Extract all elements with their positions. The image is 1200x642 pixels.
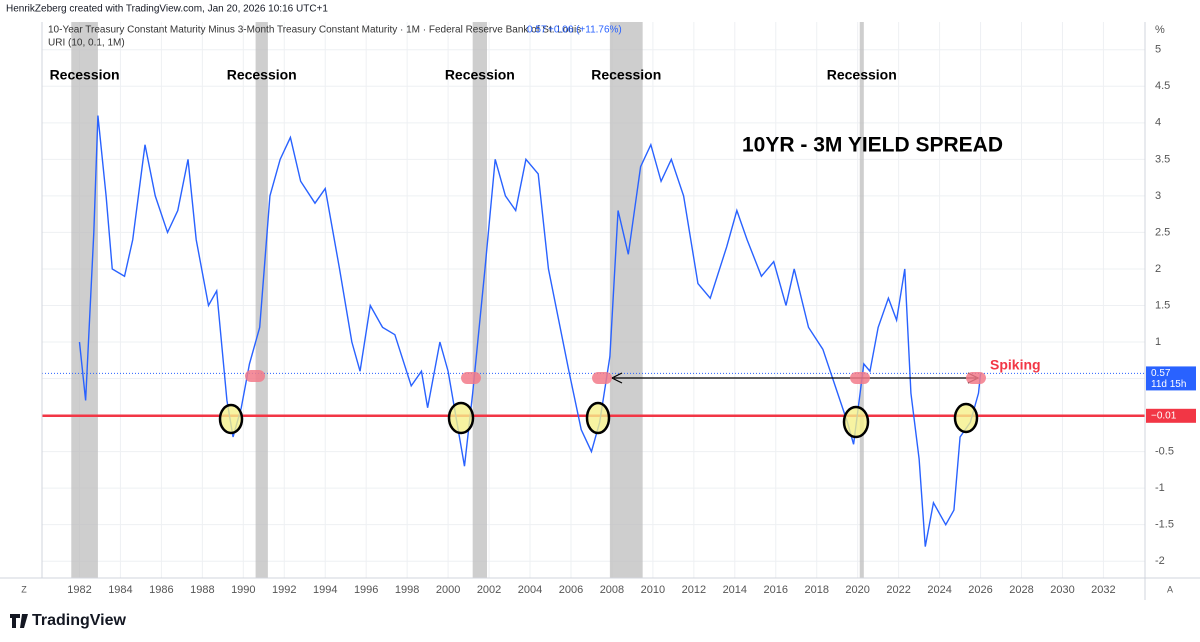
plot-area [42,22,1145,578]
indicator: URI (10, 0.1, 1M) [48,38,125,49]
recession-label: Recession [50,67,120,83]
circle [953,402,979,434]
x-tick-label: 2006 [559,584,583,596]
circle [447,401,475,435]
chart-title: 10YR - 3M YIELD SPREAD [742,134,1003,157]
circle [218,403,244,435]
y-tick-label: -2 [1155,555,1165,567]
x-tick-label: 2018 [804,584,828,596]
dots [245,370,986,384]
x-tick-label: 1984 [108,584,132,596]
header: HenrikZeberg created with TradingView.co… [6,4,328,15]
x-tick-label: 2012 [682,584,706,596]
price-tag-label: 0.57 [1151,368,1171,379]
dot [245,370,265,382]
x-tick-label: 2016 [764,584,788,596]
y-tick-label: 5 [1155,44,1161,56]
dot [461,372,481,384]
legend-title: 10-Year Treasury Constant Maturity Minus… [48,25,581,36]
x-tick-label: 2008 [600,584,624,596]
series-line [78,115,982,547]
y-unit: % [1155,24,1165,36]
recession-label: Recession [445,67,515,83]
y-tick-label: 4.5 [1155,80,1170,92]
x-tick-label: 1998 [395,584,419,596]
x-tick-label: 1986 [149,584,173,596]
y-tick-label: 4 [1155,117,1161,129]
recession-band [609,22,643,578]
button[interactable]: Z [21,584,27,594]
x-tick-label: 2000 [436,584,460,596]
circles [218,401,979,439]
legend-value: 0.57 [527,25,547,36]
x-tick-label: 2014 [723,584,747,596]
x-tick-label: 2032 [1091,584,1115,596]
annotation: Spiking [990,357,1041,373]
recession-label: Recession [227,67,297,83]
circle [585,401,611,435]
price-tag [1146,408,1196,423]
x-tick-label: 2024 [927,584,951,596]
recession-label: Recession [591,67,661,83]
y-tick-label: -1.5 [1155,519,1174,531]
dot [850,372,870,384]
x-tick-label: 2028 [1009,584,1033,596]
recession-band [472,22,488,578]
recession-band [859,22,864,578]
x-tick-label: 1988 [190,584,214,596]
drawings [218,370,986,439]
circle [842,405,870,439]
x-tick-label: 1996 [354,584,378,596]
dot [592,372,612,384]
y-tick-label: -1 [1155,482,1165,494]
x-tick-label: 2020 [845,584,869,596]
x-tick-label: 1990 [231,584,255,596]
x-tick-label: 2002 [477,584,501,596]
dot [966,372,986,384]
price-tag-label: −0.01 [1151,410,1177,421]
y-tick-label: -0.5 [1155,446,1174,458]
brand-logo [10,614,28,628]
y-tick-label: 1.5 [1155,299,1170,311]
x-tick-label: 2022 [886,584,910,596]
y-tick-label: 2.5 [1155,226,1170,238]
price-tag-sublabel: 11d 15h [1151,379,1186,390]
recession-label: Recession [827,67,897,83]
y-tick-label: 2 [1155,263,1161,275]
x-tick-label: 2026 [968,584,992,596]
x-tick-label: 1982 [67,584,91,596]
y-tick-label: 3.5 [1155,153,1170,165]
price-tag [1146,366,1196,391]
x-tick-label: 2004 [518,584,542,596]
x-tick-label: 2010 [641,584,665,596]
y-tick-label: 3 [1155,190,1161,202]
button[interactable]: A [1167,584,1173,594]
brand: TradingView [32,612,127,629]
y-tick-label: 1 [1155,336,1161,348]
legend-change: +0.06 (+11.76%) [548,25,622,36]
x-tick-label: 1994 [313,584,337,596]
x-tick-label: 1992 [272,584,296,596]
recession-band [71,22,98,578]
x-tick-label: 2030 [1050,584,1074,596]
